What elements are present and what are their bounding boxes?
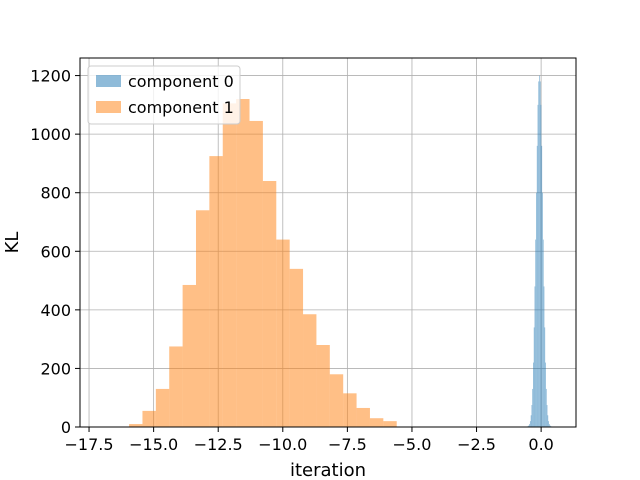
histogram-bar-component-0 bbox=[548, 424, 550, 427]
histogram-bar-component-1 bbox=[369, 418, 384, 427]
y-tick-label: 400 bbox=[40, 301, 71, 320]
legend-label: component 1 bbox=[128, 98, 234, 117]
histogram-bar-component-0 bbox=[540, 104, 542, 427]
histogram-bar-component-0 bbox=[530, 415, 532, 427]
histogram-bar-component-0 bbox=[546, 405, 548, 427]
x-tick-label: −17.5 bbox=[65, 435, 114, 454]
histogram-bar-component-0 bbox=[533, 327, 535, 427]
histogram-bar-component-1 bbox=[276, 239, 290, 427]
ticks: −17.5 −15.0 −12.5 −10.0 −7.5 −5.0 −2.5 0.0 0 200 4… bbox=[30, 67, 554, 454]
x-tick-label: −2.5 bbox=[457, 435, 496, 454]
x-tick-label: −7.5 bbox=[328, 435, 367, 454]
y-tick-label: 800 bbox=[40, 184, 71, 203]
histogram-bar-component-1 bbox=[236, 99, 250, 427]
histogram-bar-component-0 bbox=[534, 286, 536, 427]
grid bbox=[80, 58, 576, 428]
histogram-bar-component-0 bbox=[541, 145, 543, 427]
histogram-bar-component-0 bbox=[538, 81, 540, 427]
histogram-bar-component-0 bbox=[531, 405, 533, 427]
x-tick-label: −10.0 bbox=[258, 435, 307, 454]
histogram-bar-component-1 bbox=[155, 388, 170, 427]
legend: component 0 component 1 bbox=[87, 65, 241, 125]
histogram-bar-component-0 bbox=[539, 75, 540, 428]
histogram-bar-component-1 bbox=[169, 346, 183, 427]
histogram-bar-component-1 bbox=[249, 120, 263, 427]
histogram-bar-component-1 bbox=[289, 268, 304, 427]
histogram-bar-component-0 bbox=[529, 421, 531, 427]
histogram-bar-component-0 bbox=[545, 388, 547, 427]
y-tick-label: 200 bbox=[40, 359, 71, 378]
histogram-bar-component-1 bbox=[195, 210, 210, 427]
x-tick-label: 0.0 bbox=[528, 435, 553, 454]
x-tick-label: −5.0 bbox=[393, 435, 432, 454]
histogram-bar-component-1 bbox=[329, 374, 344, 427]
y-tick-label: 1000 bbox=[30, 125, 71, 144]
histogram-bar-component-1 bbox=[383, 421, 397, 427]
legend-swatch bbox=[96, 101, 121, 113]
histogram-bar-component-1 bbox=[182, 284, 196, 427]
histogram-bar-component-0 bbox=[547, 415, 549, 427]
histogram-bar-component-0 bbox=[549, 425, 551, 427]
histogram-bar-component-1 bbox=[129, 424, 143, 427]
legend-swatch bbox=[96, 75, 121, 87]
histogram-bar-component-1 bbox=[343, 393, 357, 427]
x-tick-label: −12.5 bbox=[194, 435, 243, 454]
histogram-bar-component-1 bbox=[316, 345, 330, 427]
y-tick-label: 600 bbox=[40, 242, 71, 261]
histogram-bar-component-1 bbox=[262, 181, 277, 427]
histogram-bar-component-1 bbox=[303, 314, 317, 427]
axes-frame bbox=[79, 57, 577, 428]
bars bbox=[129, 75, 552, 428]
histogram-bar-component-0 bbox=[528, 425, 530, 427]
histogram-bar-component-1 bbox=[209, 156, 223, 427]
histogram-bar-component-0 bbox=[548, 421, 549, 427]
legend-box bbox=[87, 65, 241, 125]
histogram-bar-component-0 bbox=[536, 145, 538, 427]
histogram-bar-component-0 bbox=[542, 239, 544, 427]
histogram-bar-component-0 bbox=[537, 104, 539, 427]
histogram-bar-component-0 bbox=[529, 424, 530, 427]
histogram-bar-component-0 bbox=[536, 192, 537, 427]
y-tick-label: 0 bbox=[61, 418, 71, 437]
histogram-bar-component-1 bbox=[222, 103, 237, 428]
histogram-bar-component-0 bbox=[545, 362, 546, 427]
histogram-bar-component-0 bbox=[544, 327, 546, 427]
histogram-bar-component-0 bbox=[539, 81, 541, 427]
legend-label: component 0 bbox=[128, 72, 234, 91]
histogram-bar-component-0 bbox=[535, 239, 537, 427]
histogram-bar-component-1 bbox=[356, 407, 370, 427]
x-tick-label: −15.0 bbox=[129, 435, 178, 454]
x-axis-label: iteration bbox=[290, 460, 366, 480]
histogram-bar-component-0 bbox=[532, 388, 534, 427]
y-tick-label: 1200 bbox=[30, 67, 71, 86]
histogram-bar-component-0 bbox=[542, 192, 543, 427]
histogram-bar-component-0 bbox=[543, 286, 545, 427]
y-axis-label: KL bbox=[2, 232, 23, 254]
histogram-bar-component-0 bbox=[533, 362, 534, 427]
histogram-bar-component-1 bbox=[142, 410, 156, 427]
